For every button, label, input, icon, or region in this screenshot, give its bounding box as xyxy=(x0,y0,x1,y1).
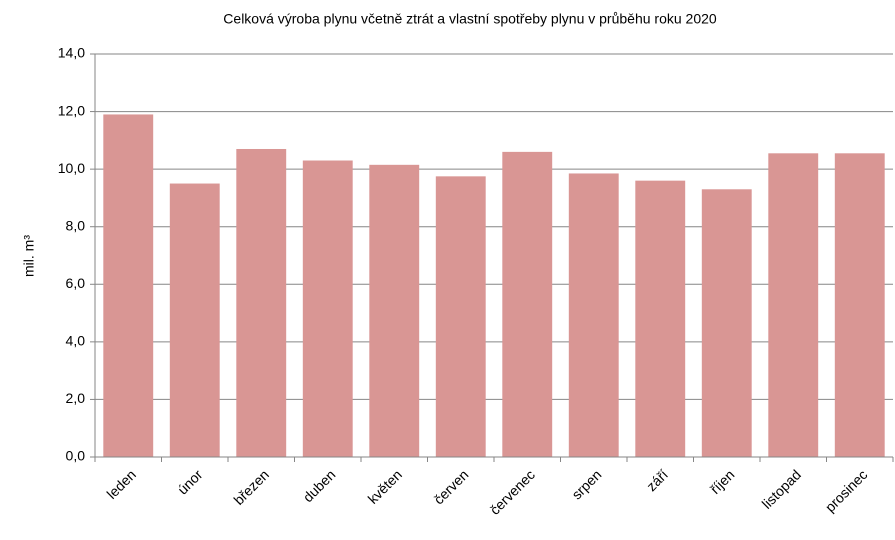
x-tick-label: červen xyxy=(430,466,471,507)
x-tick-label: květen xyxy=(365,466,405,506)
x-tick-label: červenec xyxy=(487,466,538,517)
y-axis-label: mil. m³ xyxy=(21,235,37,277)
x-tick-label: únor xyxy=(174,466,205,497)
bar xyxy=(435,176,486,457)
y-tick-label: 6,0 xyxy=(66,275,86,291)
x-tick-label: leden xyxy=(103,466,139,502)
bar xyxy=(701,189,752,458)
x-tick-label: duben xyxy=(300,466,339,505)
bar xyxy=(568,173,619,458)
x-tick-label: prosinec xyxy=(822,466,871,515)
bar xyxy=(502,151,553,457)
chart-title: Celková výroba plynu včetně ztrát a vlas… xyxy=(223,11,717,27)
y-tick-label: 14,0 xyxy=(58,45,85,61)
y-tick-label: 4,0 xyxy=(66,333,86,349)
y-tick-label: 0,0 xyxy=(66,448,86,464)
y-tick-label: 12,0 xyxy=(58,102,85,118)
bar xyxy=(834,153,885,457)
bar xyxy=(369,164,420,457)
x-tick-label: březen xyxy=(230,466,272,508)
x-tick-label: září xyxy=(643,466,671,494)
bar xyxy=(768,153,819,457)
bar xyxy=(236,148,287,457)
x-tick-label: listopad xyxy=(759,466,804,511)
x-tick-label: srpen xyxy=(568,466,604,502)
y-tick-label: 10,0 xyxy=(58,160,85,176)
bar xyxy=(103,114,154,457)
bar xyxy=(302,160,353,457)
bar xyxy=(635,180,686,457)
y-tick-label: 2,0 xyxy=(66,390,86,406)
bar xyxy=(169,183,220,458)
x-tick-label: říjen xyxy=(707,466,738,497)
y-tick-label: 8,0 xyxy=(66,217,86,233)
